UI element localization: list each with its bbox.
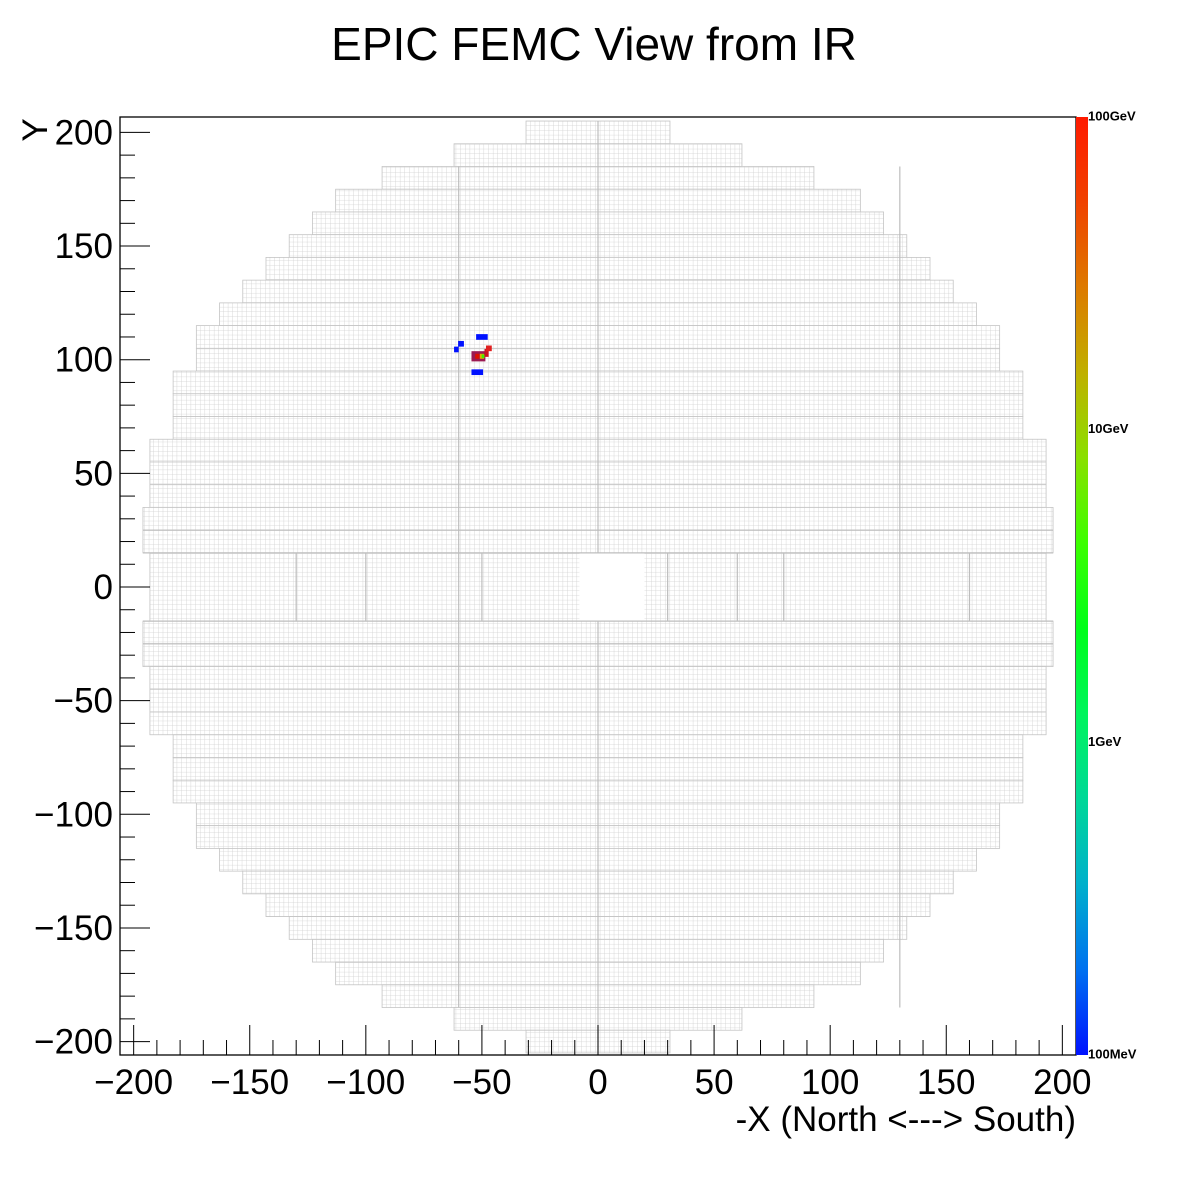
x-axis: −200 −150 −100 −50 0 50 100 150 200 bbox=[94, 1025, 1092, 1102]
x-tick-label: 100 bbox=[801, 1063, 859, 1102]
colorbar-label: 1GeV bbox=[1088, 734, 1122, 749]
y-tick-label: 50 bbox=[74, 454, 113, 493]
chart-title: EPIC FEMC View from IR bbox=[331, 18, 857, 70]
colorbar-label: 100MeV bbox=[1088, 1046, 1137, 1061]
y-axis: −200 −150 −100 −50 0 50 100 150 200 bbox=[34, 113, 150, 1062]
y-tick-label: 0 bbox=[94, 568, 113, 607]
y-tick-label: 100 bbox=[55, 341, 113, 380]
hit-tower bbox=[481, 354, 485, 359]
x-tick-label: −150 bbox=[210, 1063, 289, 1102]
x-tick-label: −100 bbox=[326, 1063, 405, 1102]
x-tick-label: −50 bbox=[452, 1063, 511, 1102]
hit-tower bbox=[471, 369, 484, 376]
hit-tower bbox=[484, 348, 489, 357]
x-tick-label: 50 bbox=[695, 1063, 734, 1102]
y-axis-label: Y bbox=[16, 118, 55, 141]
x-tick-label: 200 bbox=[1033, 1063, 1091, 1102]
hit-tower bbox=[475, 353, 480, 359]
y-tick-label: 150 bbox=[55, 227, 113, 266]
y-tick-label: −150 bbox=[34, 909, 113, 948]
x-axis-label: -X (North <---> South) bbox=[736, 1100, 1076, 1139]
detector-cells bbox=[142, 120, 1054, 1054]
module-seams bbox=[142, 121, 1054, 1053]
y-tick-label: −200 bbox=[34, 1023, 113, 1062]
hit-tower bbox=[476, 334, 488, 340]
hit-tower bbox=[454, 346, 459, 353]
colorbar-label: 100GeV bbox=[1088, 108, 1136, 123]
hit-tower bbox=[458, 340, 464, 347]
beam-hole bbox=[579, 552, 645, 622]
y-tick-label: −50 bbox=[54, 682, 113, 721]
y-tick-label: −100 bbox=[34, 795, 113, 834]
colorbar-label: 10GeV bbox=[1088, 421, 1129, 436]
colorbar-labels: 100GeV 10GeV 1GeV 100MeV bbox=[1088, 108, 1137, 1061]
hit-towers bbox=[454, 334, 492, 376]
x-tick-label: 0 bbox=[588, 1063, 607, 1102]
hit-tower bbox=[485, 345, 492, 352]
y-tick-label: 200 bbox=[55, 113, 113, 152]
x-tick-label: −200 bbox=[94, 1063, 173, 1102]
x-tick-label: 150 bbox=[917, 1063, 975, 1102]
colorbar bbox=[1076, 117, 1088, 1055]
